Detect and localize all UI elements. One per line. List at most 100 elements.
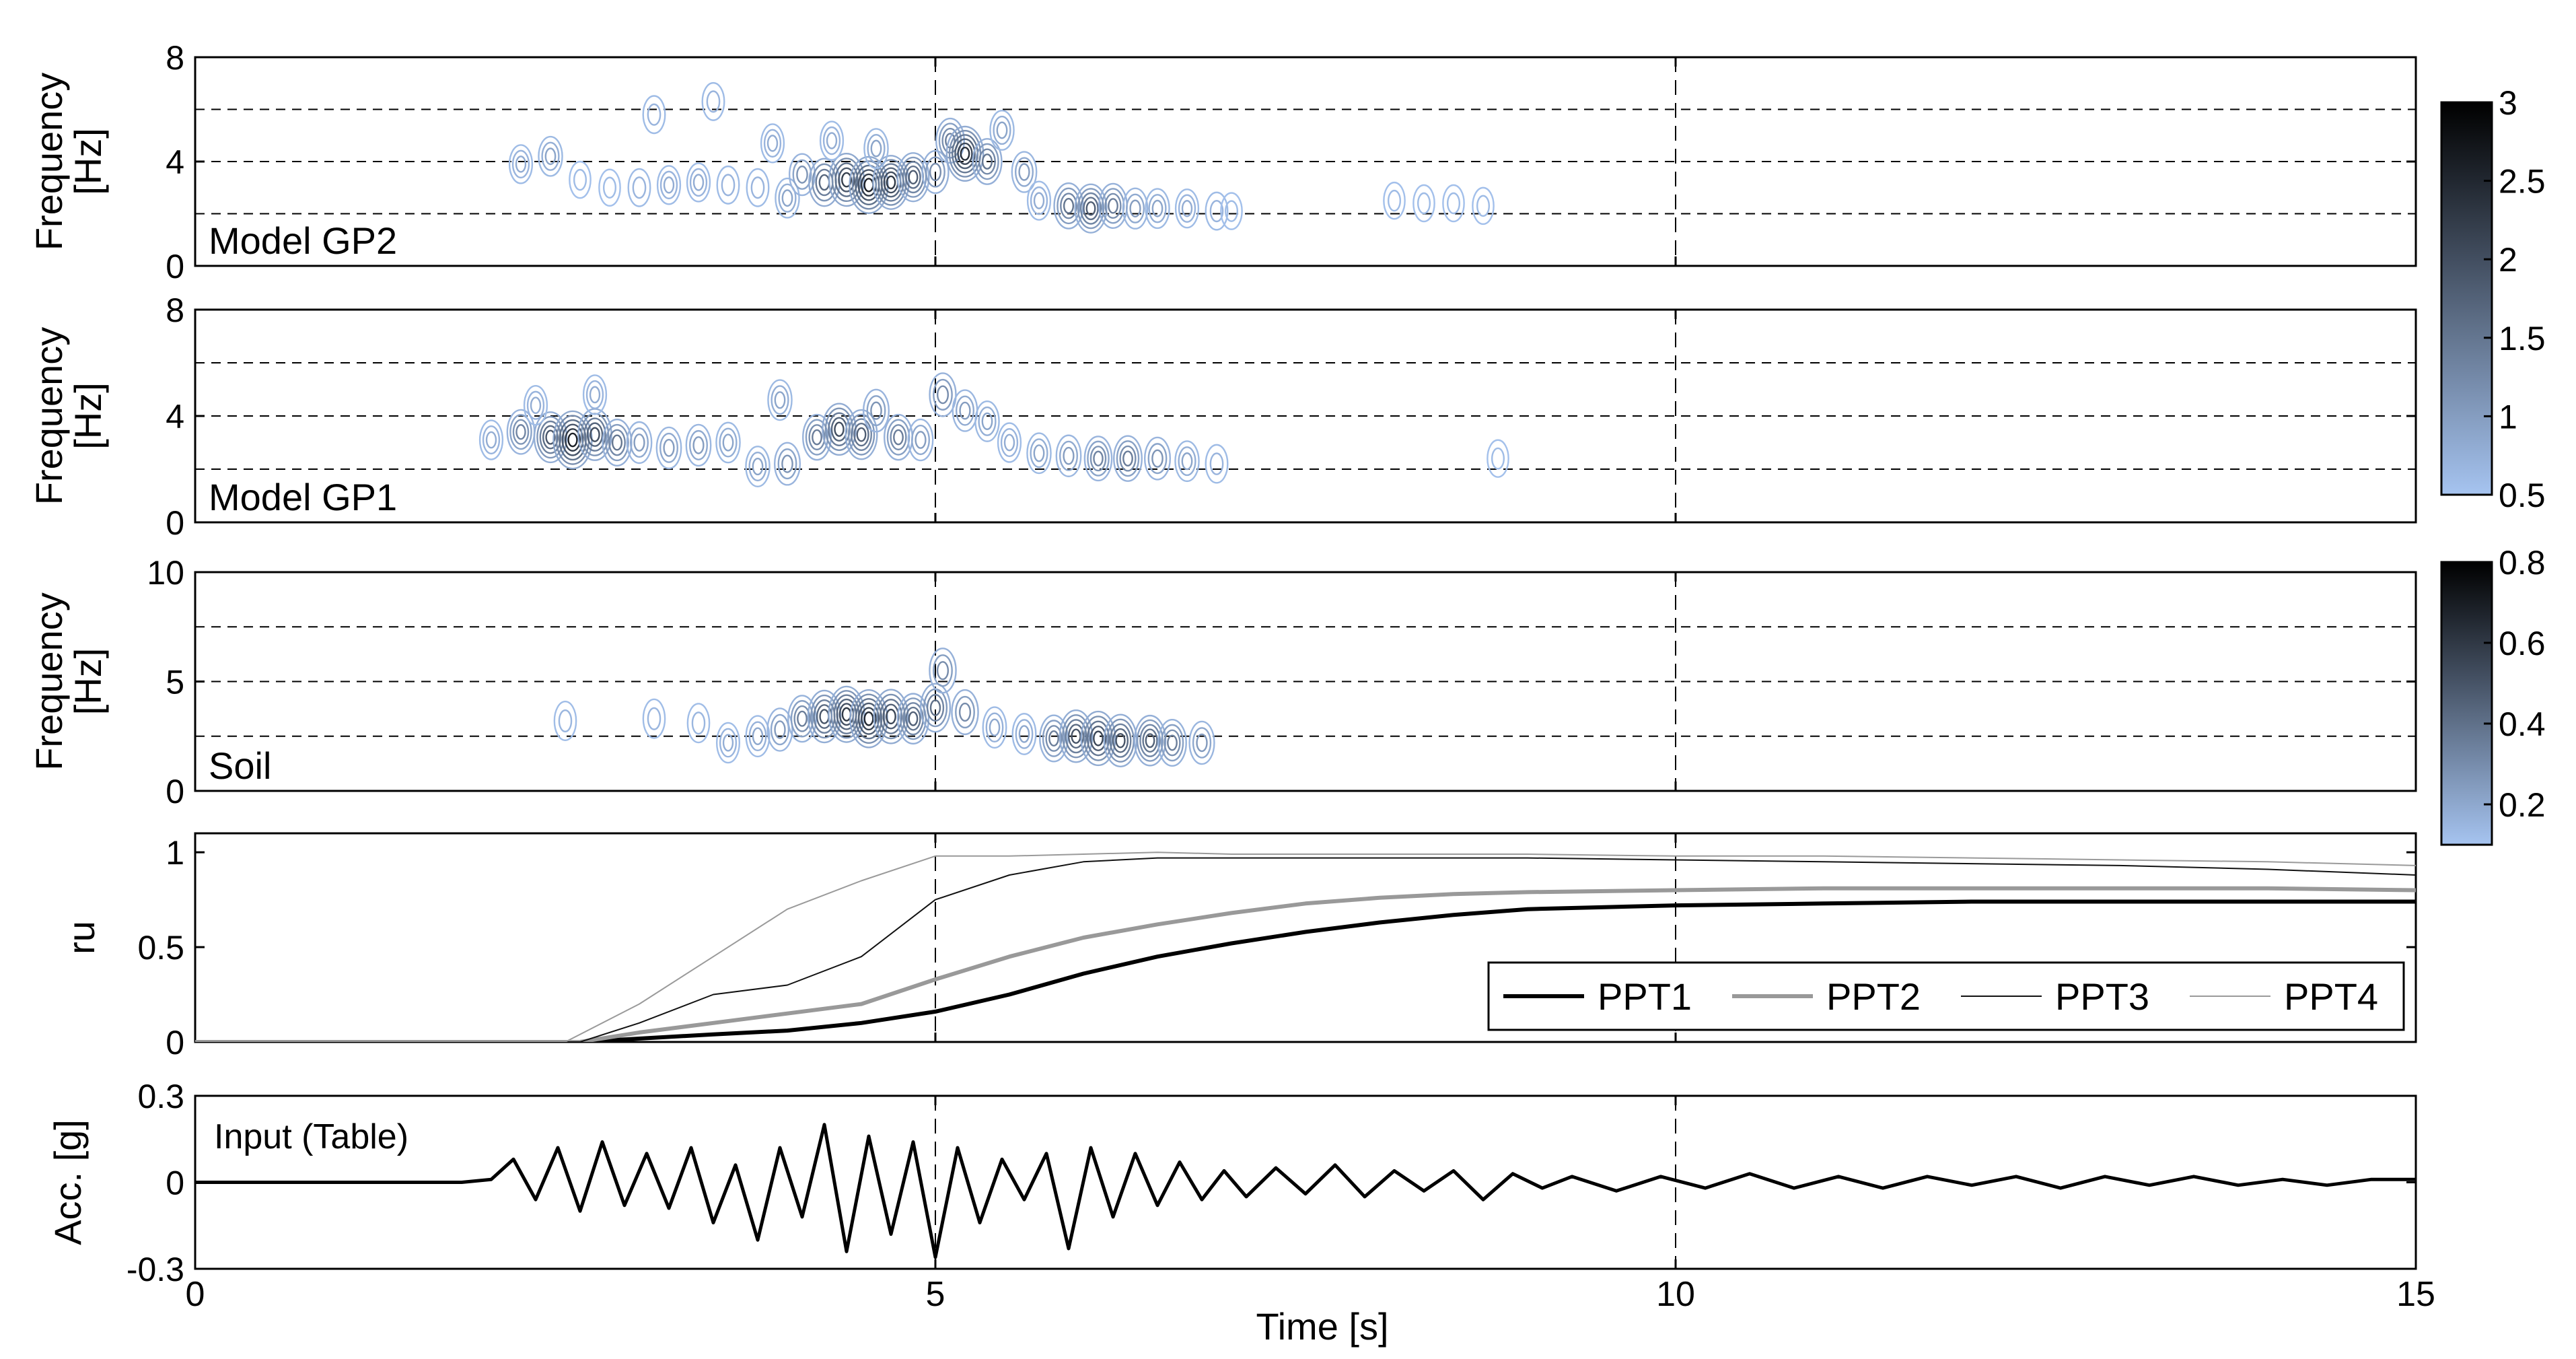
panel-acc: -0.3 0 0.3 Acc. [g] Input (Table): [46, 1078, 2417, 1288]
contour-blob: [598, 168, 621, 207]
contour-blob: [766, 707, 793, 752]
colorbar-cb2: 0.2 0.4 0.6 0.8: [2440, 544, 2546, 846]
contour-blob: [745, 715, 771, 758]
contour-blob: [997, 422, 1022, 463]
contour-blob: [802, 413, 832, 461]
colorbar-gradient: [2440, 561, 2493, 846]
colorbar-gradient: [2440, 101, 2493, 496]
x-tick-label: 0: [186, 1275, 205, 1314]
contour-blob: [1053, 182, 1084, 230]
contour-blob: [1113, 435, 1143, 482]
contour-blob: [1059, 709, 1094, 763]
colorbar-tick-label: 0.6: [2499, 625, 2546, 662]
contour-blob: [642, 95, 666, 135]
y-tick-label: -0.3: [127, 1251, 184, 1288]
series-line-input: [195, 1123, 2416, 1259]
contour-blob: [849, 689, 888, 748]
contour-blob: [760, 123, 785, 164]
contour-blob: [582, 374, 608, 415]
colorbar-tick-label: 2: [2499, 241, 2517, 279]
y-tick-label: 4: [166, 398, 184, 435]
contour-blob: [921, 149, 950, 195]
plot-area-gp2: [508, 81, 1495, 234]
contour-blob: [656, 165, 682, 205]
plot-frame-gp1: [194, 308, 2417, 524]
contour-blob: [862, 388, 890, 433]
y-axis-label: ru: [60, 921, 102, 954]
contour-blob: [626, 421, 653, 464]
x-tick-label: 15: [2396, 1275, 2435, 1314]
y-tick-label: 0: [166, 1024, 184, 1061]
contour-blob: [478, 419, 504, 460]
contour-blob: [1074, 183, 1108, 234]
contour-blob: [533, 411, 568, 464]
colorbar-tick-label: 0.5: [2499, 477, 2546, 514]
contour-blob: [1472, 186, 1495, 225]
contour-blob: [508, 144, 534, 184]
contour-blob: [907, 418, 934, 462]
contour-blob: [553, 701, 577, 741]
legend-item-label: PPT3: [2055, 975, 2149, 1018]
contour-blob: [863, 128, 889, 170]
contour-blob: [686, 703, 711, 744]
y-tick-label: 0.5: [137, 929, 184, 967]
contour-blob: [1157, 718, 1187, 767]
contour-blob: [1412, 184, 1435, 223]
plot-frame-ru: [194, 832, 2417, 1043]
contour-blob: [788, 153, 816, 197]
contour-blob: [873, 689, 909, 744]
contour-blob: [1205, 191, 1229, 231]
contour-blob: [1145, 188, 1170, 230]
panel-label: Soil: [209, 744, 271, 787]
panel-label: Model GP1: [209, 476, 397, 518]
series-line-PPT2: [195, 886, 2416, 1042]
y-tick-label: 4: [166, 143, 184, 181]
y-axis-label: Acc. [g]: [46, 1119, 89, 1245]
contour-blob: [715, 421, 741, 464]
panel-label: Input (Table): [214, 1117, 408, 1156]
contour-blob: [1026, 180, 1052, 221]
legend: PPT1 PPT2 PPT3 PPT4: [1487, 961, 2405, 1031]
contour-blob: [974, 400, 1000, 442]
contour-blob: [523, 385, 548, 426]
plot-area-soil: [553, 648, 1215, 767]
y-tick-label: 0: [166, 504, 184, 542]
contour-blob: [627, 168, 651, 207]
contour-blob: [1011, 713, 1037, 755]
colorbar-tick-label: 0.2: [2499, 786, 2546, 824]
colorbar-tick-label: 1.5: [2499, 320, 2546, 357]
panel-gp1: 0 4 8 Frequency[Hz] Model GP1: [28, 291, 2417, 542]
y-tick-label: 0: [166, 773, 184, 810]
y-axis-unit: [Hz]: [67, 128, 109, 195]
y-tick-label: 5: [166, 664, 184, 701]
series-line-PPT4: [195, 851, 2416, 1042]
contour-blob: [685, 423, 712, 467]
y-tick-label: 10: [147, 554, 184, 592]
contour-blob: [828, 153, 865, 207]
y-tick-label: 0: [166, 1164, 184, 1202]
x-tick-label: 5: [926, 1275, 945, 1314]
contour-blob: [1220, 192, 1243, 230]
y-axis-label: Frequency: [28, 73, 70, 251]
panel-gp2: 0 4 8 Frequency[Hz] Model GP2: [28, 39, 2417, 285]
panel-label: Model GP2: [209, 219, 397, 262]
y-tick-label: 8: [166, 39, 184, 77]
contour-blob: [773, 442, 801, 486]
contour-blob: [775, 177, 800, 219]
panel-ru: 0 0.5 1 ru PPT1 PPT2 PPT3 PPT4: [60, 832, 2417, 1061]
contour-blob: [1039, 714, 1069, 763]
contour-blob: [715, 722, 741, 764]
contour-blob: [686, 162, 711, 203]
colorbar-tick-label: 2.5: [2499, 163, 2546, 201]
contour-blob: [1188, 720, 1215, 765]
contour-blob: [569, 160, 592, 199]
contour-blob: [989, 110, 1015, 151]
plot-frame-soil: [194, 571, 2417, 792]
contour-blob: [701, 81, 725, 121]
contour-blob: [1143, 436, 1172, 481]
contour-blob: [845, 409, 878, 460]
y-axis-unit: [Hz]: [67, 382, 109, 450]
contour-blob: [745, 446, 771, 487]
contour-blob: [1083, 435, 1113, 482]
